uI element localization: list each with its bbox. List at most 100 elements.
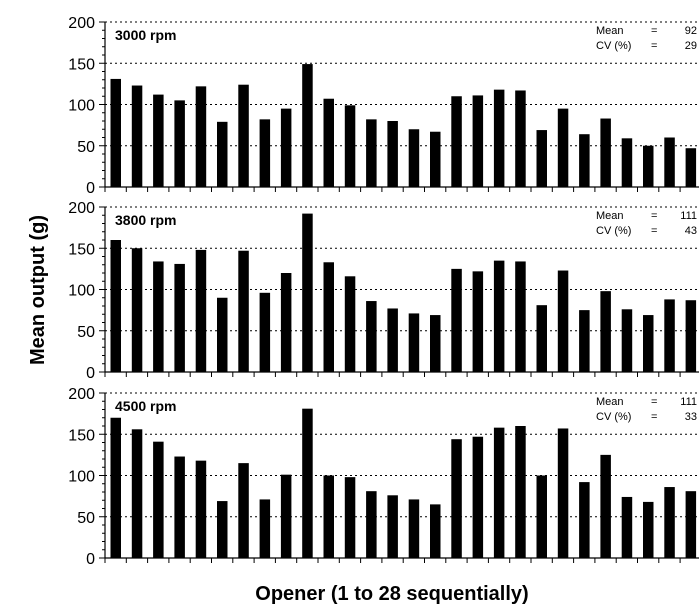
y-axis-label: Mean output (g) bbox=[27, 215, 49, 365]
bar bbox=[451, 439, 462, 558]
bar bbox=[238, 250, 249, 372]
bar bbox=[685, 491, 697, 558]
y-tick-label: 0 bbox=[86, 180, 95, 197]
bar bbox=[217, 297, 228, 372]
bar bbox=[153, 261, 164, 372]
mean-equals: = bbox=[651, 396, 657, 408]
y-tick-label: 100 bbox=[68, 98, 95, 115]
bar bbox=[557, 428, 569, 558]
bar bbox=[259, 499, 271, 558]
mean-equals: = bbox=[651, 25, 657, 37]
bar bbox=[493, 260, 505, 372]
bar bbox=[621, 496, 633, 558]
bar bbox=[408, 313, 420, 372]
bar bbox=[664, 137, 675, 187]
panel-title: 3800 rpm bbox=[115, 212, 176, 228]
panel-title: 4500 rpm bbox=[115, 398, 176, 414]
bar bbox=[387, 121, 398, 187]
bar bbox=[493, 427, 505, 558]
bar bbox=[217, 121, 228, 187]
bar bbox=[195, 86, 207, 187]
bar bbox=[685, 300, 697, 372]
bar bbox=[238, 84, 249, 187]
bar bbox=[238, 463, 249, 558]
mean-equals: = bbox=[651, 210, 657, 222]
y-tick-label: 150 bbox=[68, 56, 95, 73]
bar bbox=[664, 487, 675, 558]
cv-equals: = bbox=[651, 225, 657, 237]
bar bbox=[557, 108, 569, 187]
bar bbox=[387, 495, 398, 558]
bar bbox=[366, 119, 377, 187]
bar bbox=[430, 504, 441, 558]
mean-label: Mean bbox=[596, 396, 624, 408]
bar bbox=[600, 454, 611, 558]
bar bbox=[344, 276, 356, 372]
bar bbox=[153, 94, 164, 187]
panel-title: 3000 rpm bbox=[115, 27, 176, 43]
bar bbox=[110, 240, 121, 372]
bar bbox=[493, 89, 505, 187]
cv-label: CV (%) bbox=[596, 225, 631, 237]
bar bbox=[515, 426, 526, 558]
bar bbox=[195, 249, 207, 372]
bar bbox=[600, 291, 611, 372]
cv-equals: = bbox=[651, 411, 657, 423]
bar bbox=[344, 105, 356, 187]
y-tick-label: 100 bbox=[68, 283, 95, 300]
bar bbox=[344, 477, 356, 558]
bar bbox=[323, 98, 334, 187]
bar bbox=[579, 482, 590, 558]
bar bbox=[280, 108, 292, 187]
bar bbox=[621, 309, 633, 372]
cv-label: CV (%) bbox=[596, 411, 631, 423]
y-tick-label: 50 bbox=[77, 139, 95, 156]
bar bbox=[131, 85, 143, 187]
bar bbox=[366, 491, 377, 558]
bar bbox=[621, 138, 633, 187]
cv-value: 33 bbox=[685, 411, 697, 423]
y-tick-label: 0 bbox=[86, 365, 95, 382]
bar bbox=[217, 501, 228, 558]
bar bbox=[579, 134, 590, 187]
bar bbox=[280, 474, 292, 558]
bar bbox=[408, 499, 420, 558]
bar bbox=[685, 148, 697, 187]
bar bbox=[387, 308, 398, 372]
y-tick-label: 200 bbox=[68, 15, 95, 32]
bar bbox=[472, 436, 484, 558]
panel-1: 0 50 100 150 200 3000 rpm Mean = 92 CV (%) = 29 bbox=[68, 15, 699, 197]
y-tick-label: 150 bbox=[68, 427, 95, 444]
bar bbox=[451, 268, 462, 372]
bar bbox=[472, 95, 484, 187]
cv-label: CV (%) bbox=[596, 40, 631, 52]
bar bbox=[195, 460, 207, 558]
bar bbox=[302, 64, 313, 187]
panel-2: 0 50 100 150 200 3800 rpm Mean = 111 CV (%) = 43 bbox=[68, 200, 699, 382]
bar bbox=[536, 305, 547, 372]
bar bbox=[153, 441, 164, 558]
bar bbox=[110, 78, 121, 187]
bar bbox=[515, 90, 526, 187]
bar bbox=[131, 429, 143, 558]
cv-value: 29 bbox=[685, 40, 697, 52]
bar bbox=[557, 270, 569, 372]
bar bbox=[536, 130, 547, 187]
x-axis-label: Opener (1 to 28 sequentially) bbox=[255, 583, 528, 605]
bar bbox=[259, 119, 271, 187]
bar bbox=[515, 261, 526, 372]
panel-3: 0 50 100 150 200 4500 rpm Mean = 111 CV (%) = 33 bbox=[68, 386, 699, 568]
bar bbox=[280, 273, 292, 372]
bar bbox=[174, 456, 185, 558]
bar bbox=[366, 301, 377, 372]
bar bbox=[451, 96, 462, 187]
y-tick-label: 100 bbox=[68, 469, 95, 486]
bar bbox=[536, 475, 547, 558]
bar bbox=[600, 118, 611, 187]
bar bbox=[643, 145, 654, 187]
bar bbox=[174, 100, 185, 187]
bar bbox=[131, 248, 143, 372]
bar bbox=[430, 131, 441, 187]
bar bbox=[472, 271, 484, 372]
